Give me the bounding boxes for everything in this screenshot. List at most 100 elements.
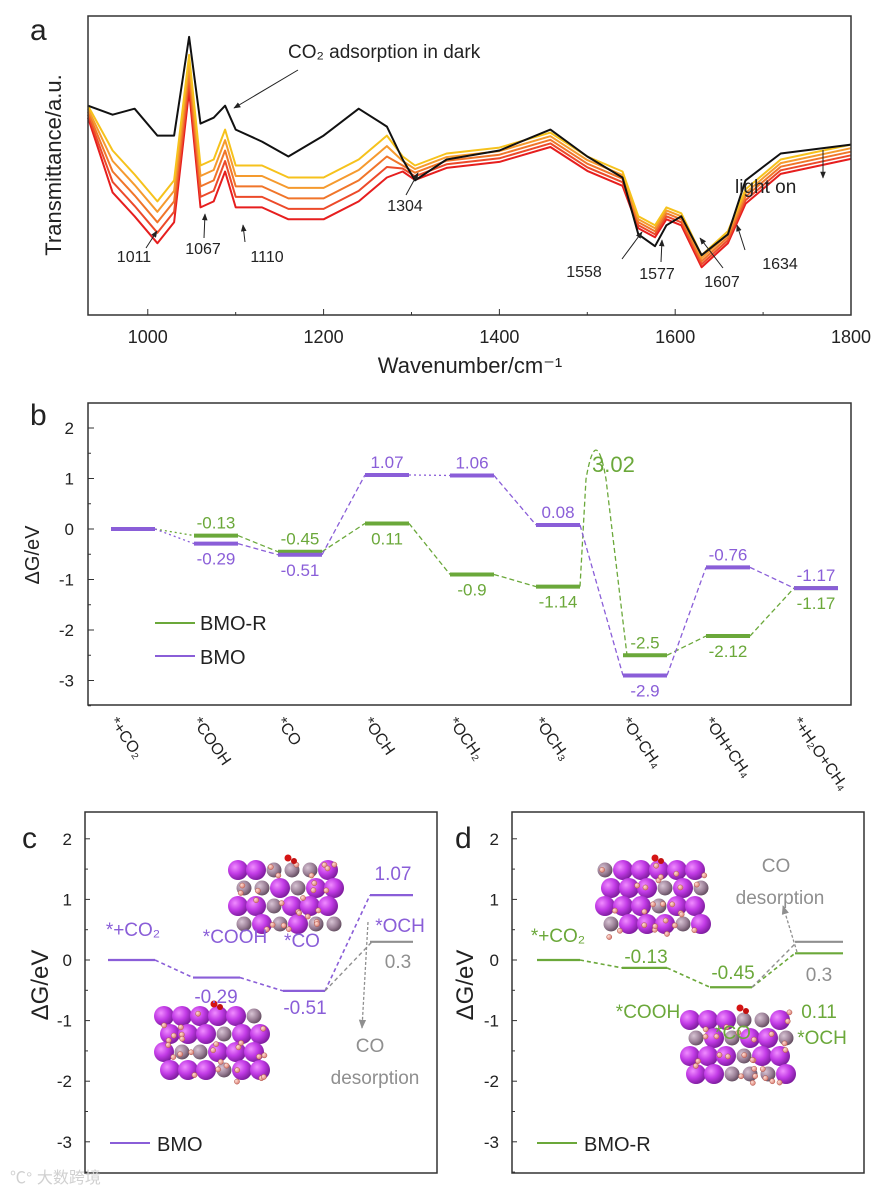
- atom: [786, 1009, 793, 1016]
- step-label: *OCH: [797, 1028, 847, 1049]
- x-tick-label: 1600: [655, 327, 695, 347]
- atom: [595, 896, 615, 916]
- peak-label: 1634: [762, 256, 798, 273]
- y-tick-label: -3: [484, 1133, 499, 1152]
- value-label: -0.29: [197, 550, 236, 569]
- atom: [716, 1010, 736, 1030]
- atom: [154, 1006, 174, 1026]
- value-label: -2.9: [630, 681, 659, 700]
- y-axis-title: ΔG/eV: [452, 950, 479, 1021]
- atom: [702, 1033, 709, 1040]
- atom: [768, 1031, 775, 1037]
- barrier-label: 3.02: [592, 452, 635, 477]
- atom: [290, 880, 306, 896]
- atom: [236, 916, 252, 932]
- atom: [724, 1066, 740, 1082]
- atom: [308, 872, 315, 879]
- value-label: -0.29: [194, 987, 237, 1008]
- peak-label: 1011: [117, 249, 152, 266]
- peak-label: 1577: [639, 266, 675, 283]
- atom: [324, 865, 331, 872]
- atom: [263, 926, 270, 933]
- connector-line: [239, 976, 284, 992]
- atom: [284, 854, 292, 862]
- desorption-label: desorption: [331, 1068, 420, 1089]
- atom: [749, 1057, 756, 1063]
- atom: [782, 1047, 789, 1053]
- atom: [326, 916, 342, 932]
- value-label: -1.17: [797, 566, 836, 585]
- atom: [215, 1066, 221, 1073]
- atom: [216, 1026, 232, 1042]
- atom: [260, 1025, 267, 1032]
- peak-label: 1067: [185, 241, 221, 258]
- value-label: 1.07: [375, 864, 412, 885]
- plot-frame: [87, 15, 852, 316]
- atom: [160, 1060, 180, 1080]
- atom: [260, 1074, 267, 1080]
- plot-frame: [511, 811, 865, 1174]
- atom: [619, 878, 639, 898]
- peak-arrow-icon: [405, 172, 419, 196]
- y-tick-label: -2: [59, 621, 74, 640]
- atom: [226, 1006, 246, 1026]
- series-bmo: -0.29 -0.51 1.07 1.06 0.08 -2.9 -0.76 -1.17: [111, 453, 838, 700]
- atom: [238, 1040, 244, 1046]
- atom: [616, 927, 623, 934]
- category-label: *OCH: [360, 715, 398, 759]
- peak-arrow-icon: [736, 224, 746, 251]
- atom: [324, 878, 344, 898]
- desorption-connector: [324, 941, 373, 992]
- atom: [228, 860, 248, 880]
- atom: [723, 1024, 730, 1031]
- atom: [266, 898, 282, 914]
- y-tick-label: -1: [57, 1012, 72, 1031]
- atom: [701, 872, 708, 879]
- step-label: *+CO₂: [106, 920, 160, 941]
- atom: [291, 858, 297, 864]
- desorption-label: CO: [356, 1036, 385, 1057]
- legend-label: BMO-R: [584, 1134, 651, 1156]
- atom: [725, 1053, 731, 1060]
- connector-line: [154, 959, 194, 979]
- desorption-arrow-icon: [358, 921, 369, 1029]
- category-label: *OCH₂: [445, 715, 486, 764]
- step-label: *COOH: [616, 1002, 680, 1023]
- legend-label: BMO: [157, 1134, 203, 1156]
- atom: [280, 922, 287, 929]
- peak-label: 1558: [566, 264, 602, 281]
- peak-arrow-icon: [201, 213, 208, 239]
- atom: [631, 896, 651, 916]
- peak-label: 1607: [704, 274, 740, 291]
- value-label: 1.07: [370, 453, 403, 472]
- atom: [724, 1030, 740, 1046]
- atom: [191, 1072, 198, 1078]
- atom: [784, 1018, 791, 1025]
- atom: [685, 896, 705, 916]
- atom: [232, 1060, 252, 1080]
- atom: [188, 1049, 194, 1056]
- atom: [612, 907, 618, 914]
- atom: [165, 1037, 172, 1044]
- category-label: *OCH₃: [531, 715, 573, 764]
- atom: [695, 1058, 701, 1064]
- atom: [716, 1052, 723, 1058]
- atom: [680, 1046, 700, 1066]
- connector-line: [666, 635, 707, 656]
- atom: [713, 1033, 720, 1040]
- legend-label: BMO-R: [200, 613, 267, 635]
- spectrum-line-light-1: [87, 53, 852, 257]
- x-tick-label: 1800: [831, 327, 871, 347]
- atom: [641, 922, 648, 929]
- atom: [675, 916, 691, 932]
- atom: [208, 1042, 228, 1062]
- atom: [210, 1047, 216, 1054]
- atom: [641, 908, 648, 915]
- crystal-structure-image: [154, 1000, 270, 1085]
- atom: [239, 882, 246, 889]
- atom: [686, 1064, 706, 1084]
- crystal-structure-image: [228, 854, 344, 934]
- connector-line: [321, 474, 366, 556]
- atom: [667, 860, 687, 880]
